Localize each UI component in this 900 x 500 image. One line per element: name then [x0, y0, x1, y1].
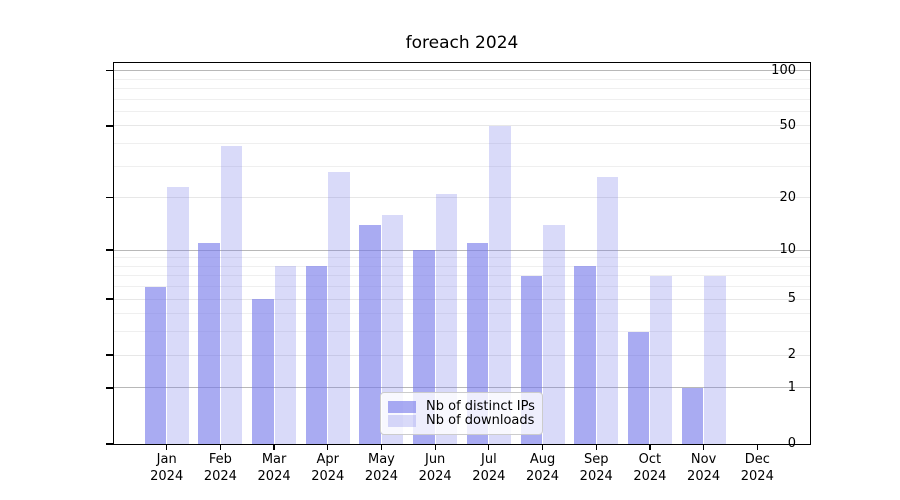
bar-downloads — [543, 224, 565, 444]
bar-distinct-ips — [144, 286, 167, 444]
x-axis-tick-label: Feb 2024 — [203, 452, 237, 484]
y-axis-tick-label: 2 — [787, 347, 796, 363]
minor-gridline — [114, 275, 810, 277]
legend-label-downloads: Nb of downloads — [426, 413, 535, 428]
plot-area — [114, 63, 810, 444]
bar-downloads — [596, 177, 619, 444]
bar-downloads — [489, 125, 511, 444]
bar-downloads — [328, 171, 350, 444]
y-axis-tick-label: 100 — [771, 62, 796, 78]
bar-downloads — [220, 145, 243, 444]
y-axis-tick-label: 0 — [787, 436, 796, 451]
y-tick-mark — [106, 125, 113, 127]
legend-label-distinct-ips: Nb of distinct IPs — [426, 399, 535, 414]
x-axis-tick-label: Apr 2024 — [311, 452, 345, 484]
bar-distinct-ips — [359, 224, 381, 444]
bar-downloads — [435, 193, 458, 444]
x-axis-tick-label: Jun 2024 — [418, 452, 452, 484]
x-tick-mark — [434, 445, 436, 450]
y-axis-tick-label: 5 — [787, 291, 796, 307]
x-axis-tick-label: Sep 2024 — [579, 452, 613, 484]
bar-downloads — [381, 214, 404, 444]
minor-gridline — [114, 354, 810, 356]
minor-gridline — [114, 78, 810, 80]
x-tick-mark — [327, 445, 329, 450]
y-tick-mark — [106, 354, 113, 356]
x-axis-tick-label: May 2024 — [364, 452, 398, 484]
minor-gridline — [114, 313, 810, 315]
y-tick-mark — [106, 387, 113, 389]
y-tick-mark — [106, 443, 113, 445]
minor-gridline — [114, 110, 810, 112]
major-gridline — [114, 249, 810, 251]
bar-distinct-ips — [574, 266, 596, 444]
x-axis-tick-label: Oct 2024 — [633, 452, 667, 484]
bar-distinct-ips — [627, 331, 650, 444]
minor-gridline — [114, 197, 810, 199]
y-tick-mark — [106, 69, 113, 72]
x-tick-mark — [380, 445, 383, 450]
minor-gridline — [114, 98, 810, 100]
x-tick-mark — [649, 445, 651, 450]
y-axis-tick-label: 50 — [779, 117, 796, 133]
legend-swatch-downloads — [388, 415, 416, 427]
bar-distinct-ips — [252, 299, 274, 444]
bar-distinct-ips — [198, 242, 220, 444]
minor-gridline — [114, 143, 810, 145]
y-tick-mark — [106, 249, 113, 251]
x-tick-mark — [488, 445, 490, 450]
minor-gridline — [114, 265, 810, 267]
major-gridline — [114, 70, 810, 72]
x-axis-tick-label: Mar 2024 — [257, 452, 291, 484]
legend-item-distinct-ips: Nb of distinct IPs — [388, 399, 535, 414]
bar-downloads — [167, 186, 189, 444]
bar-distinct-ips — [681, 387, 704, 444]
y-tick-mark — [106, 298, 113, 300]
minor-gridline — [114, 125, 810, 127]
bar-downloads — [704, 275, 726, 444]
legend-swatch-distinct-ips — [388, 401, 416, 413]
x-axis-tick-label: Nov 2024 — [687, 452, 721, 484]
x-tick-mark — [595, 445, 597, 450]
major-gridline — [114, 387, 810, 389]
x-tick-mark — [166, 445, 168, 450]
y-axis-tick-label: 20 — [779, 189, 796, 205]
x-axis-tick-label: Dec 2024 — [740, 452, 774, 484]
x-tick-mark — [273, 445, 275, 450]
x-tick-mark — [219, 445, 222, 450]
x-axis-tick-label: Jan 2024 — [150, 452, 184, 484]
x-axis-tick-label: Aug 2024 — [525, 452, 560, 484]
x-tick-mark — [541, 445, 544, 450]
minor-gridline — [114, 257, 810, 259]
minor-gridline — [114, 331, 810, 333]
chart-title: foreach 2024 — [405, 33, 519, 53]
minor-gridline — [114, 165, 810, 167]
minor-gridline — [114, 87, 810, 89]
minor-gridline — [114, 298, 810, 300]
legend-item-downloads: Nb of downloads — [388, 414, 534, 428]
x-tick-mark — [702, 445, 705, 450]
y-tick-mark — [106, 197, 113, 199]
legend: Nb of distinct IPs Nb of downloads — [380, 392, 543, 435]
x-tick-mark — [756, 445, 758, 450]
bar-distinct-ips — [305, 266, 328, 444]
minor-gridline — [114, 286, 810, 288]
bar-downloads — [650, 275, 672, 444]
x-axis-tick-label: Jul 2024 — [472, 452, 506, 484]
bar-downloads — [274, 266, 297, 444]
y-axis-tick-label: 1 — [787, 379, 796, 395]
y-axis-tick-label: 10 — [779, 242, 796, 257]
